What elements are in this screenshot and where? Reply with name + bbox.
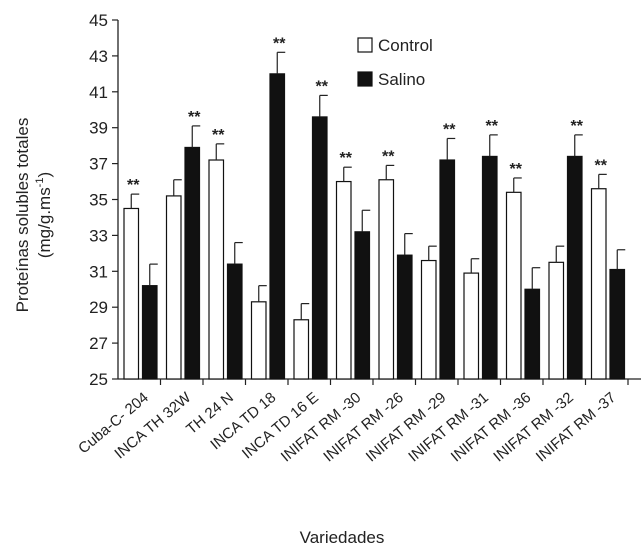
- significance-marker: **: [571, 118, 584, 135]
- bar-salino: [184, 146, 201, 380]
- y-tick-label: 25: [89, 370, 108, 389]
- y-axis-unit-exponent: -1: [34, 178, 46, 188]
- y-axis-title-line2: (mg/g.ms-1): [34, 172, 54, 258]
- y-axis-unit: (mg/g.ms: [35, 187, 54, 258]
- y-axis: 25 27 29 31 33 35 37 39 41 43 45: [89, 11, 119, 389]
- bar-salino: [396, 254, 413, 380]
- bar-control: [420, 259, 437, 380]
- significance-annotations: ** ** ** ** ** ** ** ** ** ** ** **: [127, 35, 608, 194]
- significance-marker: **: [595, 157, 608, 174]
- bar-control: [208, 159, 225, 380]
- bar-control: [505, 191, 522, 380]
- bar-control: [590, 188, 607, 380]
- bar-control: [463, 272, 480, 380]
- x-axis-title: Variedades: [300, 528, 385, 547]
- significance-marker: **: [382, 148, 395, 165]
- y-tick-label: 37: [89, 155, 108, 174]
- legend-label-salino: Salino: [378, 70, 425, 89]
- significance-marker: **: [212, 127, 225, 144]
- significance-marker: **: [443, 121, 456, 138]
- bar-control: [378, 179, 395, 380]
- y-tick-label: 43: [89, 47, 108, 66]
- bar-control: [548, 261, 565, 380]
- bar-salino: [311, 116, 328, 380]
- bar-salino: [354, 231, 371, 380]
- y-tick-label: 29: [89, 298, 108, 317]
- significance-marker: **: [316, 78, 329, 95]
- legend: Control Salino: [357, 36, 433, 89]
- bar-control: [165, 195, 182, 380]
- bar-control: [293, 319, 310, 380]
- legend-label-control: Control: [378, 36, 433, 55]
- significance-marker: **: [127, 177, 140, 194]
- significance-marker: **: [510, 161, 523, 178]
- y-tick-label: 41: [89, 83, 108, 102]
- bar-salino: [524, 288, 541, 380]
- y-tick-label: 39: [89, 119, 108, 138]
- significance-marker: **: [486, 118, 499, 135]
- significance-marker: **: [273, 35, 286, 52]
- legend-swatch-salino: [357, 71, 373, 87]
- bar-salino: [481, 155, 498, 380]
- y-tick-label: 33: [89, 226, 108, 245]
- y-axis-title-line1: Proteínas solubles totales: [13, 118, 32, 313]
- bar-salino: [566, 155, 583, 380]
- significance-marker: **: [340, 150, 353, 167]
- bars: [123, 51, 626, 380]
- legend-swatch-control: [357, 37, 373, 53]
- y-axis-title: Proteínas solubles totales (mg/g.ms-1): [13, 118, 54, 313]
- bar-salino: [439, 159, 456, 380]
- y-tick-label: 31: [89, 262, 108, 281]
- bar-salino: [269, 73, 286, 380]
- significance-marker: **: [188, 109, 201, 126]
- bar-salino: [226, 263, 243, 380]
- y-tick-label: 27: [89, 334, 108, 353]
- y-tick-label: 35: [89, 191, 108, 210]
- bar-control: [250, 301, 267, 380]
- bar-control: [335, 180, 352, 380]
- bar-control: [123, 207, 140, 380]
- bar-salino: [609, 268, 626, 380]
- bar-salino: [141, 285, 158, 380]
- y-tick-label: 45: [89, 11, 108, 30]
- y-axis-unit-close: ): [35, 172, 54, 178]
